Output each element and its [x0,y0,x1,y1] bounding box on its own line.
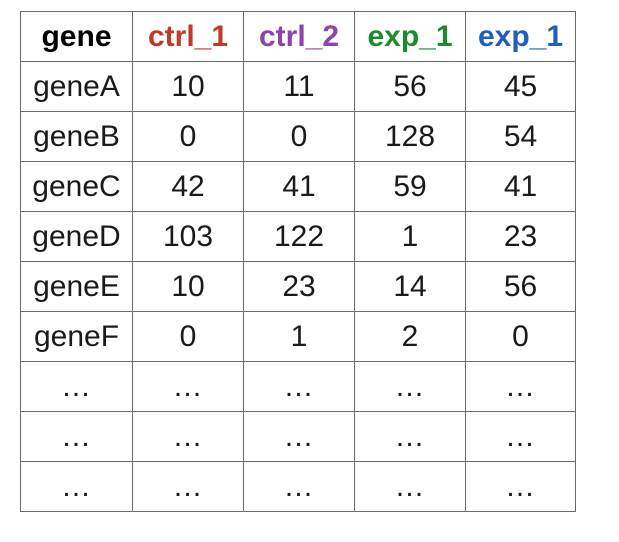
cell-ellipsis: … [354,361,466,412]
cell-ellipsis: … [243,461,355,512]
cell-ellipsis: … [465,461,576,512]
table-row: geneA 10 11 56 45 [20,61,576,112]
table-row: geneF 0 1 2 0 [20,311,576,362]
header-ctrl-1: ctrl_1 [132,11,244,62]
cell-value: 14 [354,261,466,312]
cell-value: 42 [132,161,244,212]
cell-ellipsis: … [243,411,355,462]
table-row-ellipsis: … … … … … [20,361,576,412]
table-row: geneC 42 41 59 41 [20,161,576,212]
cell-value: 122 [243,211,355,262]
cell-ellipsis: … [20,411,133,462]
table-row: geneE 10 23 14 56 [20,261,576,312]
header-ctrl-2: ctrl_2 [243,11,355,62]
cell-ellipsis: … [465,411,576,462]
cell-value: 23 [465,211,576,262]
cell-ellipsis: … [354,461,466,512]
gene-count-table: gene ctrl_1 ctrl_2 exp_1 exp_1 geneA 10 … [20,11,576,512]
table-row: geneB 0 0 128 54 [20,111,576,162]
cell-value: 45 [465,61,576,112]
header-row: gene ctrl_1 ctrl_2 exp_1 exp_1 [20,11,576,62]
cell-ellipsis: … [132,411,244,462]
cell-ellipsis: … [465,361,576,412]
cell-value: 103 [132,211,244,262]
table-row-ellipsis: … … … … … [20,411,576,462]
cell-ellipsis: … [354,411,466,462]
cell-gene-name: geneD [20,211,133,262]
table-row-ellipsis: … … … … … [20,461,576,512]
cell-value: 10 [132,61,244,112]
cell-value: 1 [354,211,466,262]
header-gene: gene [20,11,133,62]
header-exp-1: exp_1 [354,11,466,62]
cell-value: 10 [132,261,244,312]
cell-value: 41 [243,161,355,212]
cell-value: 56 [354,61,466,112]
cell-gene-name: geneB [20,111,133,162]
cell-value: 23 [243,261,355,312]
cell-gene-name: geneC [20,161,133,212]
cell-value: 0 [132,111,244,162]
cell-value: 0 [132,311,244,362]
cell-value: 1 [243,311,355,362]
table-row: geneD 103 122 1 23 [20,211,576,262]
cell-gene-name: geneA [20,61,133,112]
cell-gene-name: geneE [20,261,133,312]
cell-ellipsis: … [20,361,133,412]
cell-ellipsis: … [132,361,244,412]
header-exp-1-second: exp_1 [465,11,576,62]
cell-value: 41 [465,161,576,212]
cell-value: 2 [354,311,466,362]
cell-gene-name: geneF [20,311,133,362]
cell-ellipsis: … [20,461,133,512]
cell-value: 59 [354,161,466,212]
cell-value: 54 [465,111,576,162]
cell-value: 128 [354,111,466,162]
cell-value: 11 [243,61,355,112]
cell-ellipsis: … [243,361,355,412]
cell-value: 0 [243,111,355,162]
cell-value: 0 [465,311,576,362]
cell-ellipsis: … [132,461,244,512]
cell-value: 56 [465,261,576,312]
